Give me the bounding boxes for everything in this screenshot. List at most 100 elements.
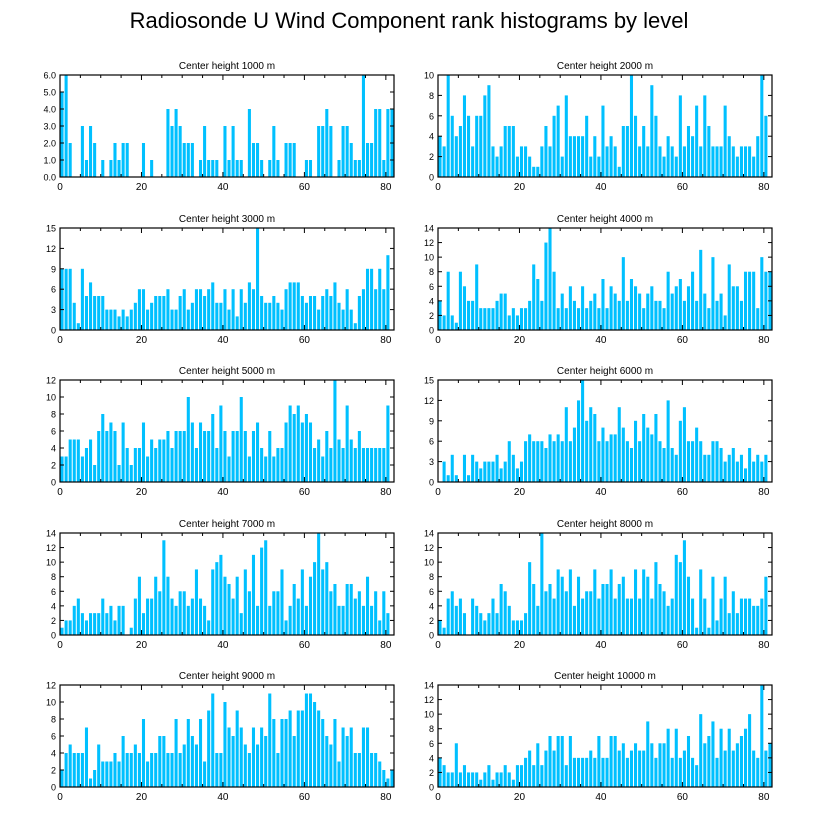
histogram-bar (333, 719, 337, 787)
histogram-bar (703, 454, 707, 482)
histogram-bar (247, 591, 251, 635)
y-tick-label: 8 (429, 267, 434, 277)
histogram-bar (544, 448, 548, 482)
histogram-bar (532, 166, 536, 177)
histogram-bar (739, 146, 743, 177)
histogram-bar (564, 95, 568, 177)
histogram-bar (613, 598, 617, 635)
histogram-bar (129, 309, 133, 330)
histogram-bar (764, 576, 768, 635)
histogram-bar (479, 308, 483, 330)
histogram-bar (711, 257, 715, 330)
histogram-bar (284, 143, 288, 177)
histogram-bar (137, 289, 141, 330)
y-tick-label: 15 (424, 376, 434, 386)
histogram-bar (64, 753, 68, 787)
histogram-bar (597, 308, 601, 330)
histogram-bar (353, 598, 357, 635)
histogram-bar (743, 468, 748, 482)
histogram-bar (756, 136, 760, 177)
histogram-bar (479, 613, 483, 635)
histogram-bar (365, 448, 370, 482)
histogram-bar (719, 728, 723, 787)
y-tick-label: 6 (429, 437, 434, 447)
histogram-bar (296, 405, 300, 482)
y-tick-label: 8 (51, 572, 56, 582)
histogram-bar (186, 397, 190, 482)
histogram-bar (576, 308, 581, 330)
y-tick-label: 10 (46, 558, 56, 568)
histogram-bar (556, 736, 560, 787)
histogram-bar (121, 422, 125, 482)
histogram-bar (329, 744, 333, 787)
histogram-bar (756, 308, 760, 330)
histogram-bar (227, 584, 231, 635)
histogram-bar (764, 750, 768, 787)
histogram-bar (682, 146, 686, 177)
histogram-bar (276, 160, 280, 177)
histogram-bar (68, 620, 72, 635)
histogram-bar (219, 753, 223, 787)
histogram-bar (695, 627, 699, 635)
histogram-bar (593, 293, 597, 330)
histogram-bar (141, 613, 146, 635)
x-tick-label: 60 (677, 182, 689, 193)
histogram-bar (194, 744, 198, 787)
y-tick-label: 4 (51, 601, 56, 611)
histogram-bar (256, 605, 260, 635)
histogram-bar (154, 448, 158, 482)
histogram-bar (361, 75, 365, 177)
histogram-bar (313, 448, 317, 482)
histogram-bar (666, 400, 670, 482)
x-tick-label: 20 (136, 792, 148, 803)
histogram-bar (638, 750, 642, 787)
histogram-bar (288, 143, 292, 177)
histogram-bar (382, 160, 386, 177)
y-tick-label: 2.0 (43, 139, 56, 149)
y-tick-label: 0 (429, 173, 434, 183)
histogram-bar (349, 584, 353, 635)
histogram-bar (321, 126, 325, 177)
histogram-bar (540, 765, 544, 787)
histogram-bar (699, 714, 703, 787)
histogram-bar (658, 441, 662, 482)
x-tick-label: 0 (57, 487, 63, 498)
histogram-bar (491, 461, 495, 482)
histogram-bar (190, 143, 194, 177)
histogram-bar (341, 448, 345, 482)
histogram-bar (442, 627, 446, 635)
histogram-bar (556, 569, 560, 635)
histogram-bar (280, 309, 284, 330)
plot-frame (437, 74, 773, 178)
histogram-bar (215, 562, 219, 635)
histogram-bar (178, 591, 182, 635)
histogram-bar (564, 765, 568, 787)
histogram-bar (532, 441, 536, 482)
histogram-bar (141, 289, 146, 330)
histogram-bar (321, 456, 325, 482)
histogram-bar (560, 736, 564, 787)
histogram-bar (613, 146, 617, 177)
histogram-bar (378, 109, 382, 177)
histogram-bar (170, 126, 174, 177)
histogram-bar (170, 598, 174, 635)
histogram-bar (60, 770, 64, 787)
histogram-bar (519, 765, 524, 787)
histogram-bar (458, 126, 462, 177)
histogram-bar (609, 286, 613, 330)
histogram-bar (540, 533, 544, 635)
histogram-bar (349, 439, 353, 482)
histogram-bar (532, 264, 536, 330)
histogram-bar (666, 271, 670, 330)
histogram-bar (341, 309, 345, 330)
x-tick-label: 0 (57, 792, 63, 803)
histogram-bar (678, 279, 682, 330)
histogram-bar (84, 620, 89, 635)
histogram-bar (581, 380, 585, 482)
histogram-bar (536, 743, 540, 787)
histogram-bar (491, 598, 495, 635)
histogram-bar (198, 160, 203, 177)
histogram-bar (80, 268, 84, 330)
histogram-bar (528, 434, 532, 482)
histogram-bar (483, 461, 487, 482)
